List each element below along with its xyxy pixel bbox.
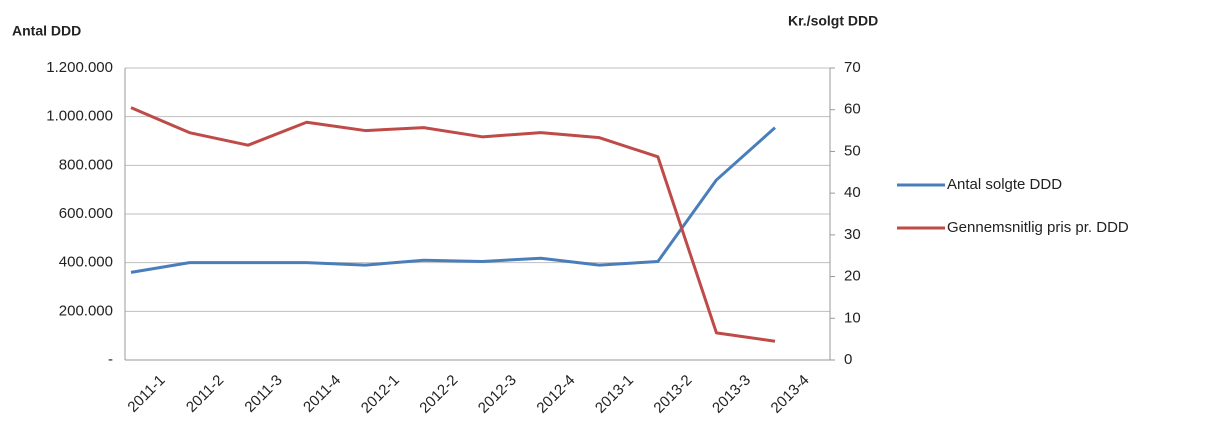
y-tick-label: 1.200.000: [46, 59, 113, 76]
x-tick-label: 2011-4: [300, 372, 344, 416]
y2-tick-label: 30: [844, 226, 861, 243]
x-tick-label: 2011-2: [183, 372, 227, 416]
x-tick-label: 2013-1: [592, 372, 637, 417]
y2-tick-label: 10: [844, 309, 861, 326]
series-line: [130, 106, 776, 343]
y2-tick-label: 40: [844, 184, 861, 201]
y2-tick-label: 60: [844, 101, 861, 118]
x-tick-label: 2012-1: [358, 372, 403, 417]
y-tick-label: -: [108, 351, 113, 368]
y-tick-label: 1.000.000: [46, 108, 113, 125]
y2-tick-label: 20: [844, 268, 861, 285]
y2-tick-label: 70: [844, 59, 861, 76]
y-tick-label: 600.000: [59, 205, 113, 222]
y-tick-label: 400.000: [59, 254, 113, 271]
legend-label: Gennemsnitlig pris pr. DDD: [947, 219, 1129, 236]
x-tick-label: 2013-4: [768, 372, 813, 417]
x-tick-label: 2013-2: [650, 372, 695, 417]
x-tick-label: 2011-3: [241, 372, 285, 416]
y-tick-label: 800.000: [59, 156, 113, 173]
x-tick-label: 2012-4: [533, 372, 578, 417]
y2-tick-label: 0: [844, 351, 852, 368]
y2-tick-label: 50: [844, 142, 861, 159]
legend-label: Antal solgte DDD: [947, 176, 1062, 193]
x-tick-label: 2012-2: [416, 372, 461, 417]
x-tick-label: 2011-1: [124, 372, 168, 416]
x-tick-label: 2012-3: [475, 372, 520, 417]
series-line: [130, 126, 776, 274]
y-axis-title: Antal DDD: [12, 23, 81, 39]
x-tick-label: 2013-3: [709, 372, 754, 417]
y-tick-label: 200.000: [59, 302, 113, 319]
y2-axis-title: Kr./solgt DDD: [788, 13, 878, 29]
